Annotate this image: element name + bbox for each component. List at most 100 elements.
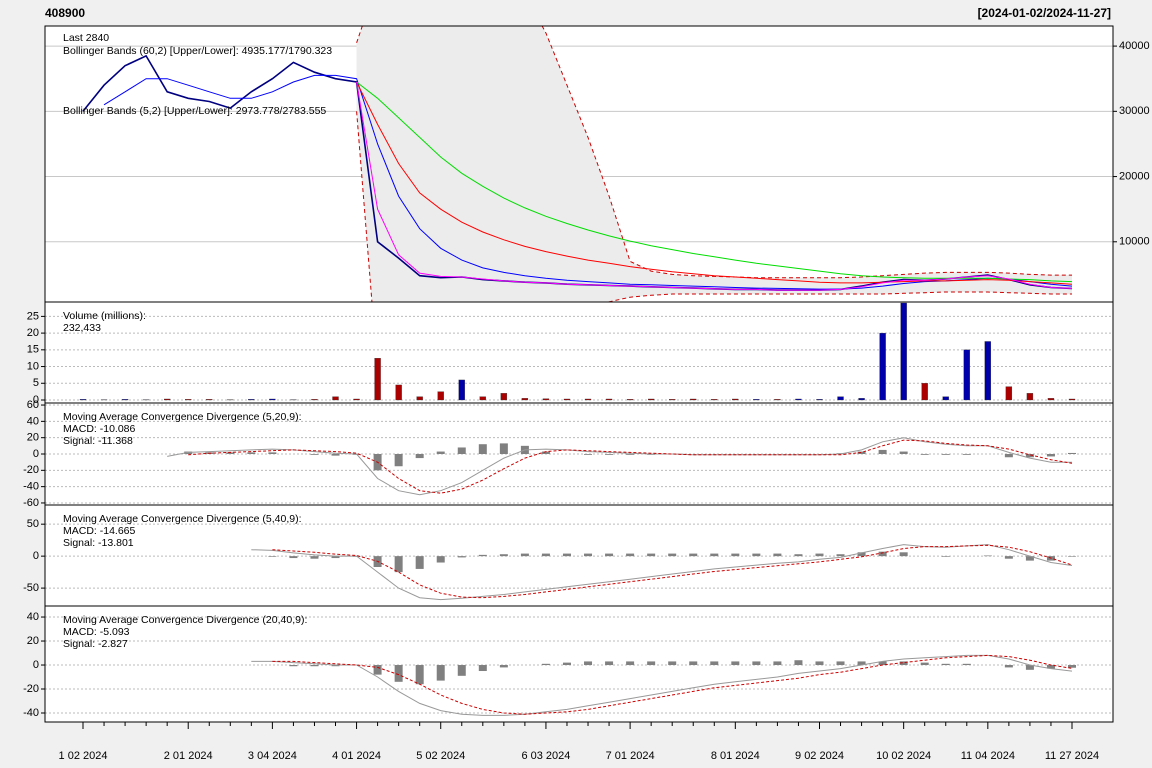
histogram-bar [878, 551, 887, 557]
x-tick-label: 11 04 2024 [961, 750, 1015, 762]
legend-entry: MACD: -14.665 [63, 525, 136, 537]
y-tick-label: -20 [23, 683, 39, 695]
histogram-bar [605, 661, 614, 666]
histogram-bar [436, 451, 445, 454]
volume-bar [164, 398, 171, 401]
volume-bar [626, 399, 634, 401]
histogram-bar [899, 451, 908, 454]
volume-bar [521, 398, 529, 401]
volume-bar [669, 399, 676, 401]
y-tick-label: 20000 [1119, 170, 1150, 182]
histogram-bar [836, 554, 845, 557]
y-tick-label: -50 [23, 582, 39, 594]
plot-area [45, 26, 1113, 302]
histogram-bar [373, 665, 382, 675]
histogram-bar [941, 663, 950, 666]
volume-bar [1047, 398, 1055, 401]
y-tick-label: 5 [33, 377, 39, 389]
histogram-bar [247, 452, 256, 454]
volume-bar [837, 396, 844, 401]
histogram-bar [331, 454, 340, 456]
volume-bar [206, 399, 213, 401]
y-tick-label: 0 [33, 448, 39, 460]
histogram-bar [499, 554, 508, 557]
volume-bar [921, 383, 928, 401]
histogram-bar [668, 553, 677, 557]
volume-bar [416, 396, 423, 401]
panel [45, 505, 1113, 606]
histogram-bar [499, 443, 508, 454]
x-tick-label: 6 03 2024 [521, 750, 570, 762]
histogram-bar [541, 553, 550, 557]
volume-bar [437, 391, 444, 401]
histogram-bar [815, 553, 824, 557]
histogram-bar [520, 553, 529, 557]
histogram-bar [1046, 665, 1055, 669]
histogram-bar [752, 661, 761, 666]
y-tick-label: -40 [23, 707, 39, 719]
histogram-bar [289, 556, 298, 559]
histogram-bar [331, 665, 340, 667]
volume-bar [500, 393, 508, 401]
legend-entry: Moving Average Convergence Divergence (5… [63, 513, 302, 525]
histogram-bar [310, 665, 319, 667]
histogram-bar [436, 556, 445, 563]
band-lower [356, 111, 1072, 302]
histogram-bar [1004, 556, 1013, 559]
histogram-bar [1068, 556, 1076, 557]
histogram-bar [815, 661, 824, 666]
histogram-bar [647, 661, 656, 666]
x-tick-label: 3 04 2024 [248, 750, 297, 762]
plot-area [45, 616, 1113, 716]
volume-bar [563, 398, 571, 401]
y-tick-label: 20 [27, 327, 39, 339]
histogram-bar [1004, 665, 1013, 668]
histogram-bar [331, 556, 340, 559]
histogram-bar [752, 553, 761, 557]
histogram-bar [773, 553, 782, 557]
y-tick-label: 15 [27, 344, 39, 356]
histogram-bar [415, 665, 424, 685]
histogram-bar [878, 449, 887, 454]
histogram-bar [731, 661, 740, 666]
y-tick-label: -20 [23, 464, 39, 476]
x-tick-label: 5 02 2024 [416, 750, 465, 762]
histogram-bar [478, 444, 487, 454]
y-tick-label: 10000 [1119, 236, 1150, 248]
chart-title: 408900 [45, 6, 85, 20]
plot-area [45, 302, 1113, 401]
histogram-bar [289, 665, 298, 667]
x-tick-label: 4 01 2024 [332, 750, 381, 762]
histogram-bar [268, 556, 277, 557]
legend-entry: Signal: -11.368 [63, 435, 133, 447]
legend-entry: MACD: -10.086 [63, 423, 136, 435]
macd-line [251, 654, 1073, 716]
chart-subtitle: [2024-01-02/2024-11-27] [978, 6, 1111, 20]
histogram-bar [415, 556, 424, 569]
x-tick-label: 1 02 2024 [59, 750, 108, 762]
volume-bar [1005, 386, 1013, 401]
y-tick-label: 20 [27, 432, 39, 444]
volume-bar [269, 398, 276, 401]
y-tick-label: 50 [27, 518, 39, 530]
histogram-bar [394, 556, 403, 573]
histogram-bar [983, 555, 992, 557]
histogram-bar [541, 451, 550, 454]
legend-entry: Volume (millions): [63, 310, 146, 322]
legend-entry: Moving Average Convergence Divergence (5… [63, 411, 302, 423]
histogram-bar [394, 454, 403, 467]
y-tick-label: 20 [27, 635, 39, 647]
histogram-bar [689, 661, 698, 666]
signal-line [272, 654, 1073, 715]
histogram-bar [457, 447, 466, 454]
histogram-bar [941, 454, 950, 455]
histogram-bar [268, 452, 277, 454]
histogram-bar [415, 454, 424, 459]
volume-bar [984, 341, 991, 401]
histogram-bar [920, 454, 929, 455]
histogram-bar [857, 451, 866, 454]
histogram-bar [689, 553, 698, 557]
y-tick-label: 60 [27, 399, 39, 411]
moving-average [356, 81, 1073, 291]
